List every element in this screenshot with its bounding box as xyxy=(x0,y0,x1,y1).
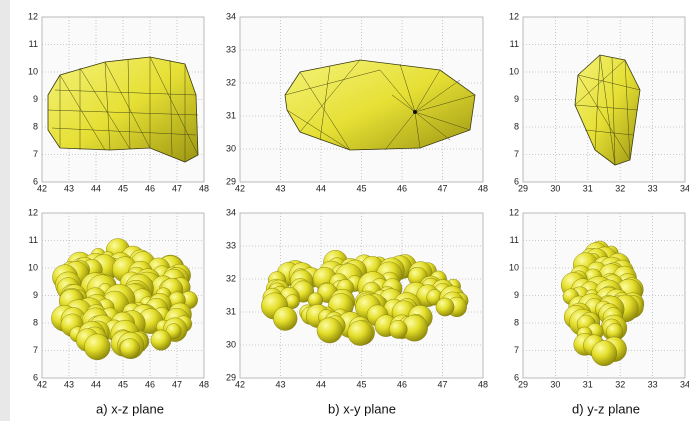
sphere xyxy=(348,321,373,346)
sphere xyxy=(389,320,407,338)
x-tick-label: 43 xyxy=(275,379,285,389)
x-tick-label: 34 xyxy=(680,379,689,389)
x-tick-label: 48 xyxy=(199,379,209,389)
y-tick-label: 7 xyxy=(33,345,38,355)
x-tick-label: 45 xyxy=(118,183,128,193)
y-tick-label: 34 xyxy=(226,207,236,217)
y-tick-label: 10 xyxy=(509,262,519,272)
x-tick-label: 42 xyxy=(37,183,47,193)
y-tick-label: 10 xyxy=(28,262,38,272)
y-tick-label: 12 xyxy=(28,207,38,217)
y-tick-label: 10 xyxy=(28,66,38,76)
caption: d) y-z plane xyxy=(572,401,640,416)
sphere xyxy=(273,307,297,331)
x-tick-label: 30 xyxy=(550,379,560,389)
x-tick-label: 47 xyxy=(437,379,447,389)
x-tick-label: 45 xyxy=(356,379,366,389)
y-tick-label: 11 xyxy=(29,235,38,245)
x-tick-label: 32 xyxy=(615,183,625,193)
y-tick-label: 6 xyxy=(514,372,519,382)
x-tick-label: 46 xyxy=(145,183,155,193)
x-tick-label: 43 xyxy=(275,183,285,193)
y-tick-label: 7 xyxy=(514,345,519,355)
y-tick-label: 6 xyxy=(33,372,38,382)
x-tick-label: 48 xyxy=(478,379,488,389)
y-tick-label: 11 xyxy=(510,235,519,245)
x-tick-label: 44 xyxy=(316,183,326,193)
y-tick-label: 8 xyxy=(33,317,38,327)
x-tick-label: 48 xyxy=(478,183,488,193)
y-tick-label: 31 xyxy=(226,306,236,316)
sphere xyxy=(436,298,454,316)
y-tick-label: 12 xyxy=(28,11,38,21)
y-tick-label: 6 xyxy=(514,176,519,186)
y-tick-label: 32 xyxy=(226,77,236,87)
x-tick-label: 45 xyxy=(356,183,366,193)
x-tick-label: 44 xyxy=(316,379,326,389)
y-tick-label: 7 xyxy=(33,149,38,159)
side-band xyxy=(0,0,10,421)
x-tick-label: 33 xyxy=(648,379,658,389)
sphere xyxy=(84,334,110,360)
y-tick-label: 8 xyxy=(33,121,38,131)
x-tick-label: 44 xyxy=(91,379,101,389)
y-tick-label: 12 xyxy=(509,207,519,217)
y-tick-label: 34 xyxy=(226,11,236,21)
y-tick-label: 29 xyxy=(226,176,236,186)
x-tick-label: 44 xyxy=(91,183,101,193)
y-tick-label: 10 xyxy=(509,66,519,76)
x-tick-label: 42 xyxy=(235,183,245,193)
x-tick-label: 42 xyxy=(37,379,47,389)
y-tick-label: 32 xyxy=(226,273,236,283)
y-tick-label: 33 xyxy=(226,240,236,250)
x-tick-label: 43 xyxy=(64,183,74,193)
sphere xyxy=(592,341,617,366)
y-tick-label: 11 xyxy=(29,39,38,49)
x-tick-label: 32 xyxy=(615,379,625,389)
x-tick-label: 29 xyxy=(518,183,528,193)
x-tick-label: 47 xyxy=(172,379,182,389)
y-tick-label: 8 xyxy=(514,121,519,131)
sphere xyxy=(317,318,342,343)
x-tick-label: 46 xyxy=(397,183,407,193)
x-tick-label: 42 xyxy=(235,379,245,389)
x-tick-label: 48 xyxy=(199,183,209,193)
x-tick-label: 29 xyxy=(518,379,528,389)
y-tick-label: 6 xyxy=(33,176,38,186)
y-tick-label: 9 xyxy=(514,290,519,300)
y-tick-label: 9 xyxy=(33,94,38,104)
x-tick-label: 31 xyxy=(583,183,593,193)
x-tick-label: 46 xyxy=(397,379,407,389)
y-tick-label: 30 xyxy=(226,339,236,349)
y-tick-label: 9 xyxy=(33,290,38,300)
y-tick-label: 29 xyxy=(226,372,236,382)
mesh-xz xyxy=(48,57,198,162)
x-tick-label: 47 xyxy=(172,183,182,193)
x-tick-label: 46 xyxy=(145,379,155,389)
figure: 4243444546474812111098764243444546474834… xyxy=(0,0,689,421)
y-tick-label: 31 xyxy=(226,110,236,120)
caption: a) x-z plane xyxy=(96,401,164,416)
sphere xyxy=(120,338,140,358)
x-tick-label: 34 xyxy=(680,183,689,193)
y-tick-label: 30 xyxy=(226,143,236,153)
y-tick-label: 7 xyxy=(514,149,519,159)
caption: b) x-y plane xyxy=(328,401,396,416)
x-tick-label: 31 xyxy=(583,379,593,389)
x-tick-label: 45 xyxy=(118,379,128,389)
x-tick-label: 43 xyxy=(64,379,74,389)
y-tick-label: 33 xyxy=(226,44,236,54)
sphere xyxy=(151,330,171,350)
y-tick-label: 11 xyxy=(510,39,519,49)
y-tick-label: 9 xyxy=(514,94,519,104)
y-tick-label: 12 xyxy=(509,11,519,21)
x-tick-label: 33 xyxy=(648,183,658,193)
y-tick-label: 8 xyxy=(514,317,519,327)
x-tick-label: 47 xyxy=(437,183,447,193)
x-tick-label: 30 xyxy=(550,183,560,193)
